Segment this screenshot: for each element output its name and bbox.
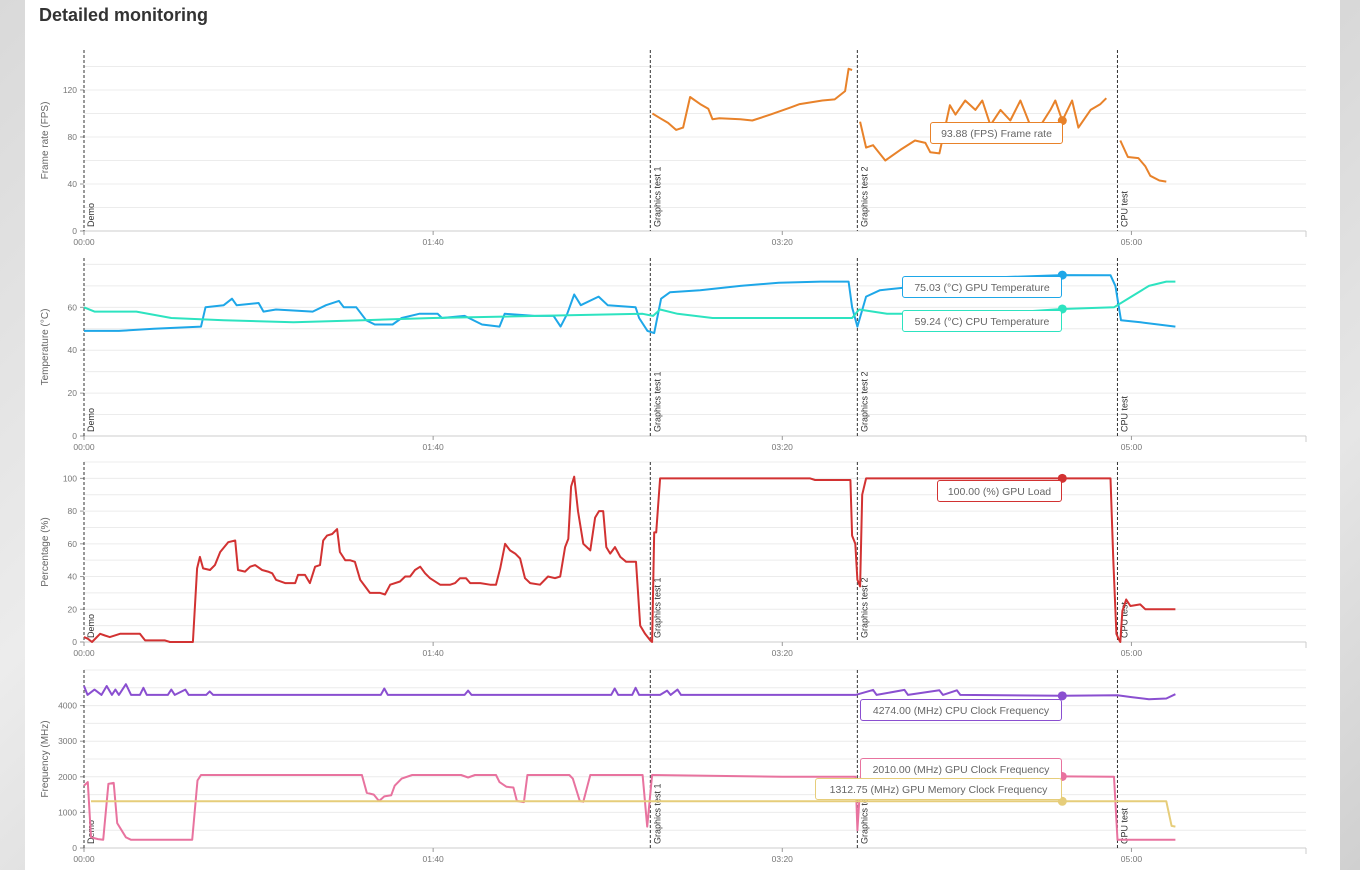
y-tick-label: 0	[72, 843, 77, 853]
series-line-gpu-clock-frequency	[83, 774, 1176, 841]
event-label: Graphics test 1	[652, 166, 662, 227]
y-tick-label: 80	[68, 132, 78, 142]
y-tick-label: 40	[68, 345, 78, 355]
chart-2: 0 20 40 60 80 100 00:00 01:40 03:20 05:00 Percenta…	[40, 461, 1307, 658]
chart-1: 0 20 40 60 00:00 01:40 03:20 05:00 Temperature (…	[40, 258, 1307, 452]
event-label: Graphics test 1	[652, 783, 662, 844]
page-title: Detailed monitoring	[39, 5, 209, 25]
series-line-cpu-clock-frequency	[83, 683, 1176, 701]
y-axis-label: Frequency (MHz)	[40, 720, 51, 797]
event-label: Graphics test 1	[652, 577, 662, 638]
y-tick-label: 60	[68, 539, 78, 549]
x-tick-label: 03:20	[772, 854, 794, 864]
x-tick-label: 01:40	[423, 648, 445, 658]
y-tick-label: 0	[72, 637, 77, 647]
x-tick-label: 03:20	[772, 442, 794, 452]
tooltip-gpu-clock: 2010.00 (MHz) GPU Clock Frequency	[860, 758, 1062, 780]
y-axis-label: Temperature (°C)	[40, 309, 51, 386]
y-tick-label: 60	[68, 302, 78, 312]
tooltip-frame-rate: 93.88 (FPS) Frame rate	[930, 122, 1063, 144]
y-tick-label: 3000	[58, 736, 77, 746]
y-tick-label: 4000	[58, 701, 77, 711]
y-tick-label: 40	[68, 572, 78, 582]
series-line-gpu-memory-clock-frequency	[91, 800, 1176, 828]
y-tick-label: 20	[68, 604, 78, 614]
event-label: Demo	[86, 203, 96, 227]
y-tick-label: 40	[68, 179, 78, 189]
event-label: Graphics test 2	[859, 166, 869, 227]
series-line-gpu-load	[83, 475, 1176, 643]
y-tick-label: 120	[63, 85, 77, 95]
event-label: CPU test	[1119, 807, 1129, 844]
event-label: CPU test	[1119, 601, 1129, 638]
series-line-frame-rate	[651, 67, 853, 131]
x-tick-label: 05:00	[1121, 237, 1143, 247]
event-label: CPU test	[1119, 395, 1129, 432]
y-tick-label: 0	[72, 431, 77, 441]
x-tick-label: 00:00	[73, 854, 95, 864]
series-line-gpu-temperature	[84, 274, 1176, 335]
series-line-frame-rate	[859, 97, 1108, 162]
chart-3: 0 1000 2000 3000 4000 00:00 01:40 03:20 05:00 Fre…	[40, 669, 1307, 864]
x-tick-label: 00:00	[73, 442, 95, 452]
y-axis-label: Frame rate (FPS)	[40, 102, 51, 180]
x-tick-label: 05:00	[1121, 442, 1143, 452]
hover-point	[1057, 691, 1067, 701]
x-tick-label: 03:20	[772, 237, 794, 247]
x-tick-label: 03:20	[772, 648, 794, 658]
y-tick-label: 2000	[58, 772, 77, 782]
y-tick-label: 80	[68, 506, 78, 516]
tooltip-gpu-load: 100.00 (%) GPU Load	[937, 480, 1062, 502]
content-panel	[25, 0, 1340, 870]
x-tick-label: 00:00	[73, 237, 95, 247]
event-label: Demo	[86, 408, 96, 432]
event-label: Graphics test 2	[859, 371, 869, 432]
event-label: Graphics test 2	[859, 577, 869, 638]
event-label: Graphics test 1	[652, 371, 662, 432]
x-tick-label: 05:00	[1121, 854, 1143, 864]
tooltip-cpu-temperature: 59.24 (°C) CPU Temperature	[902, 310, 1062, 332]
y-tick-label: 20	[68, 388, 78, 398]
series-line-cpu-temperature	[83, 280, 1176, 324]
x-tick-label: 01:40	[423, 442, 445, 452]
x-tick-label: 01:40	[423, 237, 445, 247]
x-tick-label: 01:40	[423, 854, 445, 864]
y-tick-label: 1000	[58, 807, 77, 817]
tooltip-gpu-memory-clock: 1312.75 (MHz) GPU Memory Clock Frequency	[815, 778, 1062, 800]
x-tick-label: 05:00	[1121, 648, 1143, 658]
y-tick-label: 100	[63, 473, 77, 483]
event-label: CPU test	[1119, 190, 1129, 227]
series-line-frame-rate	[1119, 140, 1167, 183]
y-axis-label: Percentage (%)	[40, 517, 51, 586]
tooltip-gpu-temperature: 75.03 (°C) GPU Temperature	[902, 276, 1062, 298]
y-tick-label: 0	[72, 226, 77, 236]
x-tick-label: 00:00	[73, 648, 95, 658]
tooltip-cpu-clock: 4274.00 (MHz) CPU Clock Frequency	[860, 699, 1062, 721]
event-label: Graphics test 2	[859, 783, 869, 844]
chart-0: 0 40 80 120 00:00 01:40 03:20 05:00 Frame rate (…	[40, 50, 1307, 247]
event-label: Demo	[86, 614, 96, 638]
